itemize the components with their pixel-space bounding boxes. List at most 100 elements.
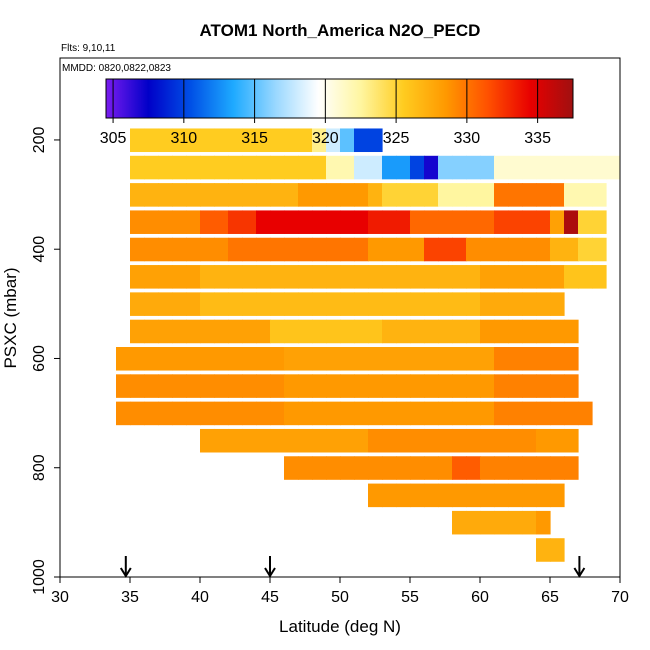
heatmap-cell xyxy=(382,210,397,234)
heatmap-cell xyxy=(130,237,145,262)
heatmap-cell xyxy=(200,237,215,262)
heatmap-cell xyxy=(200,128,215,153)
heatmap-cell xyxy=(466,374,481,398)
heatmap-cell xyxy=(536,483,551,508)
heatmap-cell xyxy=(452,483,467,508)
heatmap-cell xyxy=(242,374,257,398)
heatmap-cell xyxy=(312,401,327,426)
heatmap-cell xyxy=(130,183,145,207)
heatmap-cell xyxy=(144,183,159,207)
heatmap-cell xyxy=(172,292,187,316)
heatmap-cell xyxy=(466,510,481,535)
heatmap-cell xyxy=(494,483,509,508)
heatmap-cell xyxy=(480,265,495,289)
heatmap-cell xyxy=(536,237,551,262)
heatmap-cell xyxy=(536,456,551,480)
heatmap-cell xyxy=(298,155,313,180)
heatmap-cell xyxy=(340,237,355,262)
heatmap-cell xyxy=(438,265,453,289)
heatmap-cell xyxy=(158,128,173,153)
heatmap-cell xyxy=(550,237,565,262)
heatmap-cell xyxy=(326,183,341,207)
heatmap-cell xyxy=(480,428,495,453)
heatmap-cell xyxy=(158,210,173,234)
heatmap-cell xyxy=(242,401,257,426)
heatmap-cell xyxy=(158,374,173,398)
heatmap-cell xyxy=(466,483,481,508)
x-tick-label: 40 xyxy=(191,589,209,606)
heatmap-cell xyxy=(228,428,243,453)
heatmap-cell xyxy=(494,456,509,480)
heatmap-cell xyxy=(508,237,523,262)
heatmap-cell xyxy=(466,265,481,289)
heatmap-cell xyxy=(438,237,453,262)
heatmap-cell xyxy=(242,428,257,453)
heatmap-cell xyxy=(256,374,271,398)
heatmap-cell xyxy=(354,128,369,153)
heatmap-cell xyxy=(354,155,369,180)
heatmap-cell xyxy=(270,183,285,207)
heatmap-cell xyxy=(284,237,299,262)
heatmap-cell xyxy=(130,155,145,180)
heatmap-cell xyxy=(606,155,620,180)
x-tick-label: 70 xyxy=(611,589,629,606)
heatmap-cell xyxy=(578,265,593,289)
heatmap-cell xyxy=(186,319,201,344)
heatmap-cell xyxy=(466,401,481,426)
heatmap-cell xyxy=(354,210,369,234)
heatmap-cell xyxy=(550,183,565,207)
x-tick-label: 50 xyxy=(331,589,349,606)
heatmap-cell xyxy=(382,183,397,207)
flight-arrow xyxy=(119,556,132,578)
heatmap-cell xyxy=(438,319,453,344)
heatmap-cell xyxy=(312,128,327,153)
heatmap-cell xyxy=(298,456,313,480)
heatmap-cell xyxy=(424,237,439,262)
heatmap-cell xyxy=(452,292,467,316)
heatmap-cell xyxy=(522,210,537,234)
heatmap-cell xyxy=(158,347,173,371)
heatmap-cell xyxy=(564,155,579,180)
heatmap-cell xyxy=(396,155,411,180)
heatmap-cell xyxy=(494,210,509,234)
heatmap-cell xyxy=(284,456,299,480)
heatmap-cell xyxy=(256,401,271,426)
heatmap-cell xyxy=(298,237,313,262)
heatmap-cell xyxy=(186,374,201,398)
heatmap-cell xyxy=(340,183,355,207)
heatmap-cell xyxy=(256,155,271,180)
heatmap-cell xyxy=(354,292,369,316)
heatmap-cell xyxy=(228,347,243,371)
heatmap-cell xyxy=(270,374,285,398)
heatmap-cell xyxy=(424,401,439,426)
heatmap-cell xyxy=(564,401,579,426)
heatmap-cell xyxy=(354,319,369,344)
heatmap-cell xyxy=(410,456,425,480)
heatmap-cell xyxy=(186,292,201,316)
heatmap-cell xyxy=(228,292,243,316)
heatmap-cell xyxy=(438,428,453,453)
heatmap-cell xyxy=(438,456,453,480)
heatmap-cell xyxy=(592,155,607,180)
heatmap-cell xyxy=(144,374,159,398)
heatmap-cell xyxy=(326,374,341,398)
heatmap-cell xyxy=(396,428,411,453)
heatmap-cell xyxy=(312,292,327,316)
heatmap-cell xyxy=(186,155,201,180)
heatmap-cell xyxy=(312,456,327,480)
heatmap-cell xyxy=(340,428,355,453)
heatmap-cell xyxy=(200,183,215,207)
heatmap-cell xyxy=(214,319,229,344)
heatmap-cell xyxy=(130,265,145,289)
heatmap-cell xyxy=(410,401,425,426)
heatmap-cell xyxy=(536,319,551,344)
heatmap-cell xyxy=(298,265,313,289)
heatmap-cell xyxy=(214,347,229,371)
heatmap-cell xyxy=(172,319,187,344)
heatmap-cell xyxy=(382,401,397,426)
heatmap-cell xyxy=(564,374,579,398)
heatmap-cell xyxy=(522,155,537,180)
heatmap-cell xyxy=(396,210,411,234)
heatmap-cell xyxy=(466,319,481,344)
heatmap-cell xyxy=(424,183,439,207)
